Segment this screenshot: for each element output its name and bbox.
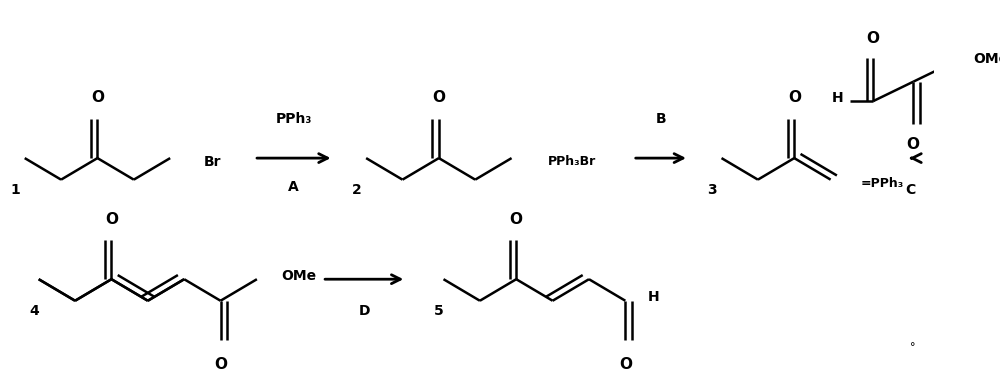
- Text: Br: Br: [203, 155, 221, 169]
- Text: D: D: [358, 304, 370, 318]
- Text: °: °: [910, 342, 916, 352]
- Text: 1: 1: [11, 183, 20, 197]
- Text: H: H: [648, 290, 659, 304]
- Text: A: A: [288, 180, 299, 193]
- Text: 4: 4: [29, 304, 39, 318]
- Text: =PPh₃: =PPh₃: [860, 177, 904, 190]
- Text: 2: 2: [352, 183, 362, 197]
- Text: 5: 5: [434, 304, 444, 318]
- Text: O: O: [214, 357, 227, 372]
- Text: O: O: [432, 90, 445, 105]
- Text: O: O: [907, 137, 920, 151]
- Text: 3: 3: [707, 183, 717, 197]
- Text: O: O: [510, 212, 523, 227]
- Text: PPh₃Br: PPh₃Br: [548, 155, 596, 168]
- Text: B: B: [656, 112, 666, 126]
- Text: OMe: OMe: [973, 52, 1000, 66]
- Text: H: H: [832, 90, 844, 105]
- Text: O: O: [788, 90, 801, 105]
- Text: O: O: [91, 90, 104, 105]
- Text: PPh₃: PPh₃: [276, 112, 312, 126]
- Text: O: O: [619, 357, 632, 372]
- Text: O: O: [867, 31, 880, 46]
- Text: OMe: OMe: [281, 269, 316, 283]
- Text: O: O: [105, 212, 118, 227]
- Text: C: C: [905, 183, 916, 197]
